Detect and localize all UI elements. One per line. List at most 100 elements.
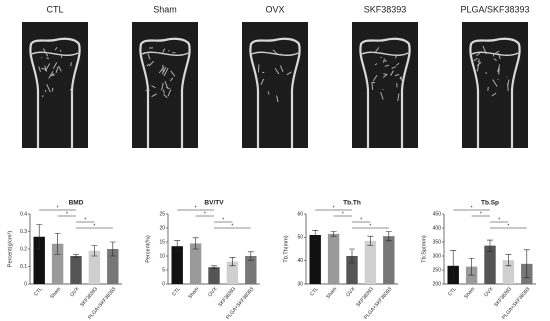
trabecula bbox=[286, 71, 292, 76]
trabecula bbox=[384, 59, 387, 63]
x-tick-label: OVX bbox=[207, 286, 219, 298]
bar bbox=[346, 256, 358, 284]
error-bar bbox=[192, 237, 199, 250]
trabecula bbox=[272, 49, 278, 55]
y-axis-label: Tb.Sp(mm) bbox=[421, 235, 427, 263]
error-bar bbox=[54, 232, 61, 255]
bone-outline bbox=[469, 37, 521, 148]
trabecula bbox=[161, 66, 167, 75]
trabecula bbox=[163, 67, 169, 77]
bar bbox=[502, 260, 515, 284]
y-tick-label: 0 bbox=[162, 281, 165, 287]
bar bbox=[70, 256, 82, 284]
significance-label: * bbox=[471, 205, 473, 211]
bone-outline bbox=[29, 37, 81, 148]
significance-label: * bbox=[231, 223, 233, 229]
error-bar bbox=[174, 240, 181, 253]
growth-plate bbox=[141, 51, 189, 56]
error-bar bbox=[211, 265, 217, 269]
trabecula bbox=[390, 70, 394, 76]
significance-label: * bbox=[360, 217, 362, 223]
y-tick-label: 200 bbox=[433, 281, 442, 287]
trabecula bbox=[380, 91, 384, 100]
error-bar bbox=[312, 230, 319, 240]
trabecula bbox=[485, 71, 487, 74]
y-tick-label: 300 bbox=[433, 253, 442, 259]
significance-label: * bbox=[333, 205, 335, 211]
ct-image bbox=[352, 22, 418, 148]
error-bar bbox=[247, 251, 254, 261]
error-bar bbox=[36, 224, 43, 250]
trabecula bbox=[274, 67, 280, 75]
bone-outline bbox=[359, 37, 411, 148]
error-bar bbox=[330, 231, 337, 237]
ct-image bbox=[22, 22, 88, 148]
chart-title: BMD bbox=[69, 200, 84, 207]
bar bbox=[107, 249, 119, 284]
trabecula bbox=[394, 54, 398, 59]
y-tick-label: 400 bbox=[433, 225, 442, 231]
trabecula bbox=[146, 63, 150, 67]
trabecula bbox=[267, 91, 270, 95]
image-label: OVX bbox=[265, 4, 284, 14]
trabecula bbox=[399, 76, 403, 80]
x-tick-label: Sham bbox=[187, 286, 200, 300]
trabecula bbox=[391, 66, 397, 69]
image-label: CTL bbox=[46, 4, 63, 14]
y-tick-label: 0 bbox=[24, 281, 27, 287]
x-tick-label: CTL bbox=[309, 286, 320, 297]
trabecula bbox=[280, 65, 284, 72]
trabecula bbox=[42, 95, 44, 98]
bar bbox=[208, 267, 220, 284]
trabecula bbox=[162, 89, 165, 94]
trabecula bbox=[162, 48, 166, 53]
significance-label: * bbox=[57, 205, 59, 211]
bar bbox=[245, 256, 257, 284]
trabecula bbox=[384, 64, 390, 67]
bar bbox=[364, 240, 377, 284]
significance-label: * bbox=[204, 211, 206, 217]
error-bar bbox=[468, 257, 475, 276]
significance-label: * bbox=[507, 223, 509, 229]
trabecula bbox=[148, 60, 155, 67]
ct-image bbox=[242, 22, 308, 148]
x-tick-label: CTL bbox=[171, 286, 182, 297]
growth-plate bbox=[31, 51, 79, 56]
trabecula bbox=[491, 92, 497, 97]
trabecula bbox=[41, 67, 47, 71]
trabecula bbox=[374, 63, 378, 66]
y-tick-label: 20 bbox=[159, 225, 165, 231]
trabecula bbox=[494, 50, 500, 54]
significance-label: * bbox=[93, 223, 95, 229]
error-bar bbox=[109, 241, 116, 257]
significance-label: * bbox=[84, 217, 86, 223]
error-bar bbox=[523, 249, 530, 279]
y-tick-label: 0.2 bbox=[20, 246, 27, 252]
trabecula bbox=[69, 88, 74, 95]
trabecula bbox=[151, 85, 156, 89]
significance-label: * bbox=[222, 217, 224, 223]
trabecula bbox=[280, 53, 283, 56]
bar bbox=[51, 243, 64, 284]
trabecula bbox=[260, 78, 265, 85]
bar bbox=[327, 233, 340, 284]
x-tick-label: OVX bbox=[483, 286, 495, 298]
x-tick-label: OVX bbox=[69, 286, 81, 298]
trabecula bbox=[396, 62, 400, 66]
error-bar bbox=[385, 231, 392, 242]
trabecula bbox=[476, 52, 481, 57]
trabecula bbox=[168, 49, 170, 52]
y-tick-label: 350 bbox=[433, 239, 442, 245]
significance-label: * bbox=[195, 205, 197, 211]
y-axis-label: Tb.Th(mm) bbox=[283, 235, 289, 262]
y-tick-label: 50 bbox=[297, 235, 303, 241]
significance-label: * bbox=[498, 217, 500, 223]
y-tick-label: 10 bbox=[159, 253, 165, 259]
y-tick-label: 250 bbox=[433, 267, 442, 273]
chart-title: BV/TV bbox=[204, 200, 224, 207]
error-bar bbox=[91, 245, 98, 257]
y-tick-label: 0.1 bbox=[20, 264, 27, 270]
significance-label: * bbox=[66, 211, 68, 217]
trabecula bbox=[48, 71, 54, 79]
